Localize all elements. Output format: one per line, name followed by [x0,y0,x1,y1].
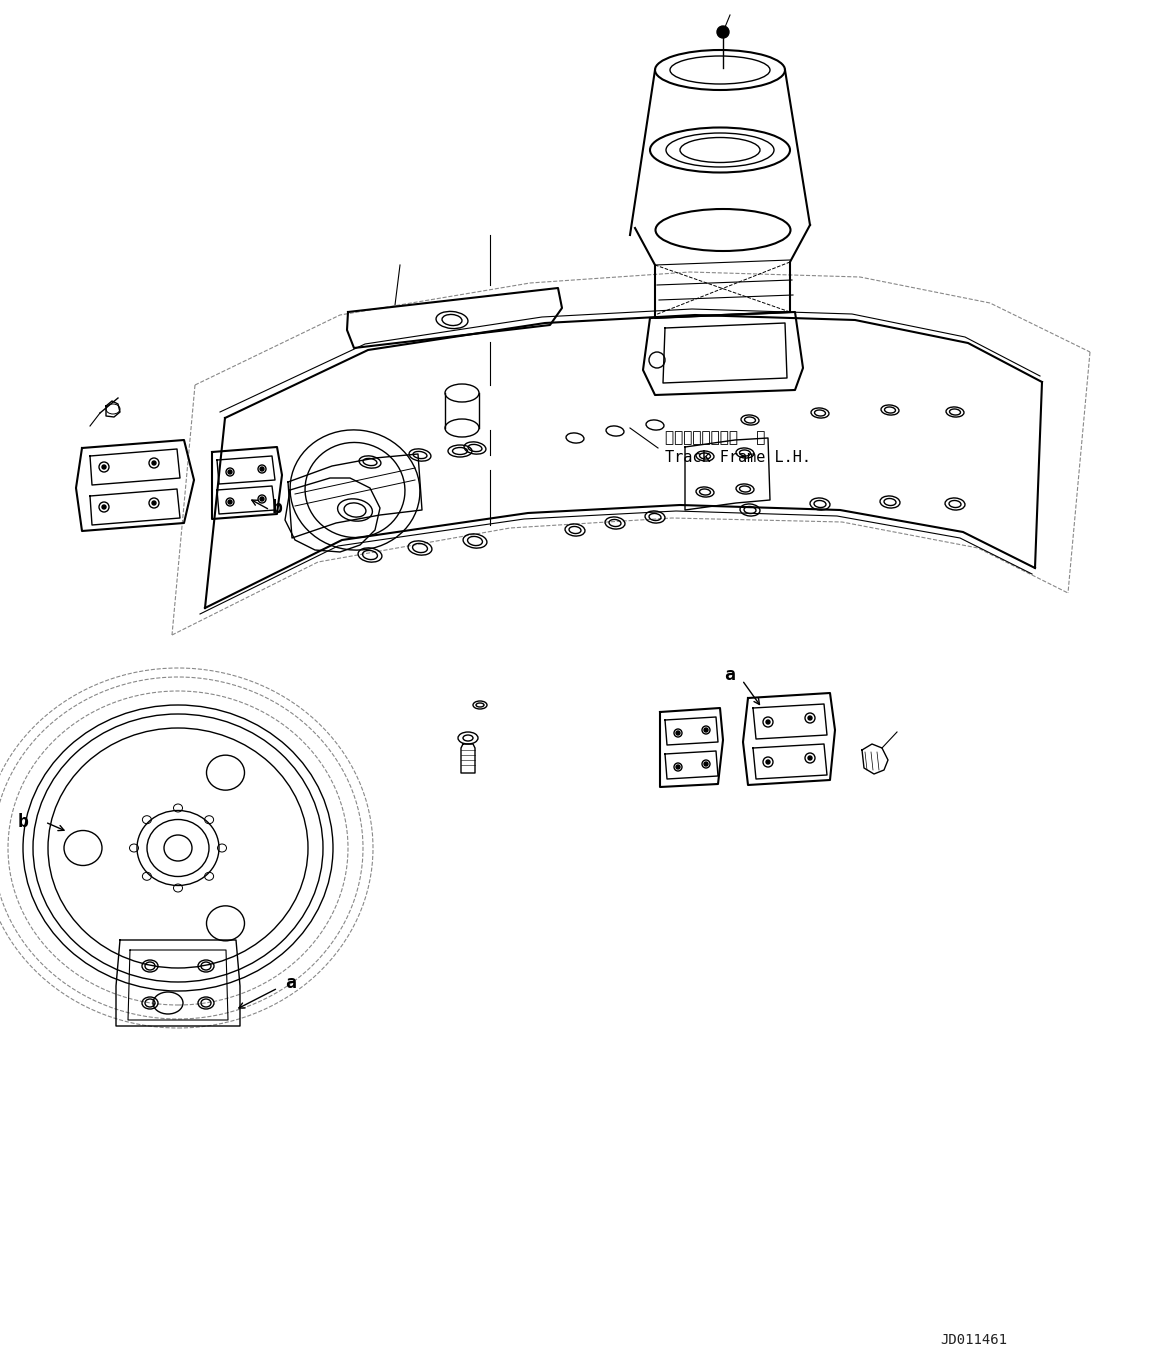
Circle shape [152,461,156,465]
Circle shape [228,499,231,504]
Text: JD011461: JD011461 [940,1334,1007,1347]
Text: Track Frame L.H.: Track Frame L.H. [665,450,811,465]
Circle shape [676,766,680,768]
Text: a: a [285,974,295,992]
Circle shape [808,716,812,720]
Circle shape [102,505,106,509]
Text: a: a [725,665,735,685]
Circle shape [704,761,708,766]
Circle shape [261,466,264,471]
Circle shape [228,471,231,473]
Circle shape [152,501,156,505]
Circle shape [676,731,680,735]
Circle shape [808,756,812,760]
Circle shape [766,760,770,764]
Circle shape [704,729,708,733]
Circle shape [102,465,106,469]
Circle shape [261,497,264,501]
Text: トラックフレーム  左: トラックフレーム 左 [665,431,765,446]
Text: b: b [272,499,283,517]
Text: b: b [17,814,29,831]
Circle shape [718,26,729,38]
Circle shape [766,720,770,724]
